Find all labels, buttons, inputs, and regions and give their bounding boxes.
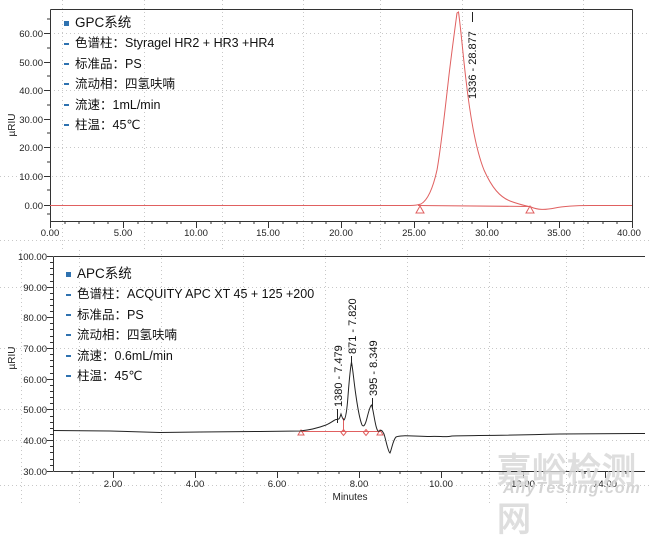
- legend-dash-icon: [64, 124, 69, 127]
- svg-text:30.00: 30.00: [23, 467, 47, 478]
- svg-text:10.00: 10.00: [19, 172, 43, 183]
- apc-legend-mobile-phase: 流动相：四氢呋喃: [66, 325, 314, 345]
- svg-text:2.00: 2.00: [104, 479, 123, 490]
- legend-dash-icon: [66, 293, 71, 296]
- svg-text:40.00: 40.00: [23, 436, 47, 447]
- gpc-chart: 60.00 50.00 40.00 30.00 20.00 10.00 0.00…: [0, 0, 650, 250]
- apc-legend-title: APC系统: [66, 264, 314, 284]
- svg-text:60.00: 60.00: [23, 375, 47, 386]
- svg-text:20.00: 20.00: [329, 228, 353, 239]
- svg-text:25.00: 25.00: [402, 228, 426, 239]
- svg-text:40.00: 40.00: [19, 86, 43, 97]
- legend-square-icon: [64, 20, 69, 26]
- legend-dash-icon: [64, 42, 69, 45]
- svg-text:90.00: 90.00: [23, 283, 47, 294]
- gpc-peak-label: 1336 - 28.877: [467, 31, 479, 99]
- svg-text:0.00: 0.00: [41, 228, 60, 239]
- svg-text:60.00: 60.00: [19, 29, 43, 40]
- svg-text:20.00: 20.00: [19, 143, 43, 154]
- apc-gridlines: [0, 250, 650, 505]
- apc-end-marker: [376, 429, 384, 436]
- apc-legend-column-temp: 柱温：45℃: [66, 366, 314, 386]
- svg-text:6.00: 6.00: [268, 479, 287, 490]
- legend-dash-icon: [64, 63, 69, 66]
- gpc-legend-title: GPC系统: [64, 13, 274, 33]
- apc-y-axis-label: µRIU: [7, 347, 18, 370]
- svg-text:35.00: 35.00: [547, 228, 571, 239]
- svg-text:4.00: 4.00: [186, 479, 205, 490]
- gpc-legend-flow-rate: 流速：1mL/min: [64, 95, 274, 115]
- apc-trace: [52, 361, 646, 454]
- legend-dash-icon: [66, 354, 71, 357]
- gpc-trace: [50, 11, 632, 210]
- legend-dash-icon: [64, 83, 69, 86]
- apc-peak-label-2: 871 - 7.820: [347, 298, 359, 354]
- legend-dash-icon: [64, 103, 69, 106]
- svg-text:50.00: 50.00: [23, 405, 47, 416]
- svg-text:30.00: 30.00: [475, 228, 499, 239]
- gpc-y-axis-label: µRIU: [7, 114, 18, 137]
- svg-text:8.00: 8.00: [350, 479, 369, 490]
- legend-dash-icon: [66, 375, 71, 378]
- gpc-legend: GPC系统 色谱柱：Styragel HR2 + HR3 +HR4 标准品：PS…: [64, 13, 274, 135]
- svg-text:10.00: 10.00: [184, 228, 208, 239]
- gpc-legend-standard: 标准品：PS: [64, 54, 274, 74]
- gpc-legend-column-temp: 柱温：45℃: [64, 115, 274, 135]
- gpc-x-axis: 0.00 5.00 10.00 15.00 20.00 25.00 30.00 …: [41, 221, 641, 239]
- svg-text:40.00: 40.00: [617, 228, 641, 239]
- apc-x-axis: 2.00 4.00 6.00 8.00 10.00 12.00 14.00: [71, 471, 627, 490]
- legend-square-icon: [66, 271, 71, 277]
- apc-chart: 100.00 90.00 80.00 70.00 60.00 50.00 40.…: [0, 250, 650, 505]
- svg-text:10.00: 10.00: [429, 479, 453, 490]
- gpc-legend-mobile-phase: 流动相：四氢呋喃: [64, 74, 274, 94]
- svg-text:50.00: 50.00: [19, 58, 43, 69]
- apc-legend: APC系统 色谱柱：ACQUITY APC XT 45 + 125 +200 标…: [66, 264, 314, 386]
- gpc-peak-start-marker: [415, 204, 425, 214]
- legend-dash-icon: [66, 314, 71, 317]
- apc-valley-marker: [362, 428, 370, 437]
- gpc-y-axis: 60.00 50.00 40.00 30.00 20.00 10.00 0.00: [19, 18, 50, 215]
- gpc-peak-end-marker: [525, 204, 535, 214]
- svg-text:100.00: 100.00: [18, 252, 47, 263]
- apc-legend-standard: 标准品：PS: [66, 305, 314, 325]
- svg-text:12.00: 12.00: [511, 479, 535, 490]
- gpc-gridlines: [0, 0, 650, 250]
- apc-start-marker: [297, 429, 305, 436]
- apc-peak-label-3: 395 - 8.349: [368, 340, 380, 396]
- svg-text:0.00: 0.00: [25, 201, 44, 212]
- legend-dash-icon: [66, 334, 71, 337]
- svg-text:30.00: 30.00: [19, 115, 43, 126]
- apc-plot-frame: [53, 256, 645, 472]
- svg-text:70.00: 70.00: [23, 344, 47, 355]
- svg-text:5.00: 5.00: [114, 228, 133, 239]
- gpc-legend-column: 色谱柱：Styragel HR2 + HR3 +HR4: [64, 33, 274, 53]
- apc-peak-label-1: 1380 - 7.479: [333, 345, 345, 407]
- apc-x-axis-label: Minutes: [332, 492, 367, 503]
- apc-legend-column: 色谱柱：ACQUITY APC XT 45 + 125 +200: [66, 284, 314, 304]
- watermark-en: AnyTesting.com: [503, 480, 641, 497]
- svg-text:15.00: 15.00: [256, 228, 280, 239]
- apc-peak-ticks: [337, 356, 373, 423]
- apc-legend-flow-rate: 流速：0.6mL/min: [66, 346, 314, 366]
- apc-y-axis: 100.00 90.00 80.00 70.00 60.00 50.00 40.…: [18, 252, 53, 478]
- gpc-baseline: [417, 205, 531, 207]
- svg-text:80.00: 80.00: [23, 313, 47, 324]
- svg-text:14.00: 14.00: [593, 479, 617, 490]
- apc-valley-marker: [340, 428, 347, 437]
